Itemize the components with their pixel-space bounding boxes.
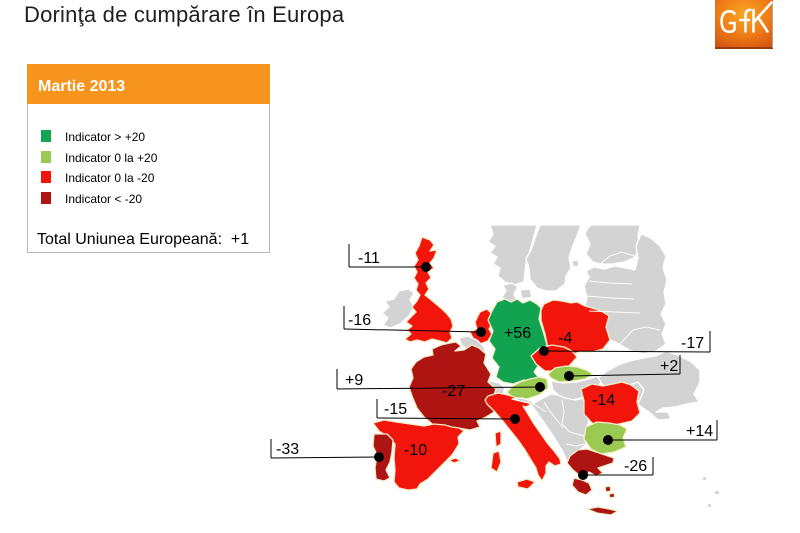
svg-text:-26: -26 xyxy=(624,458,647,475)
svg-text:-15: -15 xyxy=(384,401,407,418)
svg-text:-16: -16 xyxy=(348,312,371,329)
svg-text:-4: -4 xyxy=(558,330,572,347)
svg-text:-11: -11 xyxy=(358,250,380,267)
svg-text:-33: -33 xyxy=(276,441,299,458)
svg-text:-10: -10 xyxy=(404,442,427,459)
svg-text:+14: +14 xyxy=(686,423,713,440)
svg-text:-14: -14 xyxy=(592,392,615,409)
svg-text:+2: +2 xyxy=(660,358,678,375)
svg-text:+9: +9 xyxy=(345,372,363,389)
svg-text:-17: -17 xyxy=(681,335,704,352)
svg-text:-27: -27 xyxy=(442,383,465,400)
svg-text:+56: +56 xyxy=(504,325,531,342)
